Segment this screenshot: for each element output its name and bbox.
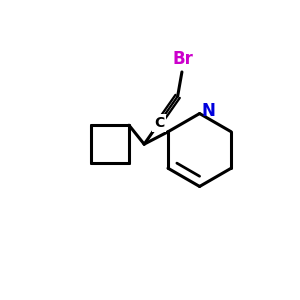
Text: Br: Br [173, 50, 194, 68]
Text: N: N [201, 102, 215, 120]
Text: C: C [154, 116, 164, 130]
